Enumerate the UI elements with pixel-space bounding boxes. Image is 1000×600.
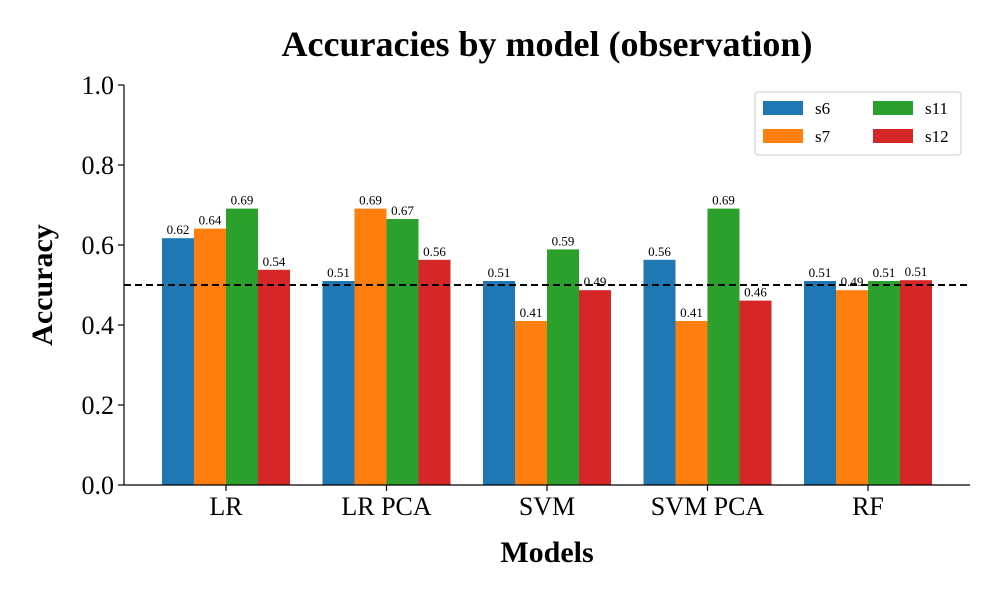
data-label: 0.56 xyxy=(423,244,446,259)
y-tick-label: 1.0 xyxy=(82,71,115,100)
x-tick-label: LR PCA xyxy=(341,492,432,521)
bar-s7-svm-pca xyxy=(675,321,708,485)
data-label: 0.51 xyxy=(488,265,511,280)
data-label: 0.54 xyxy=(263,254,286,269)
bar-s7-lr-pca xyxy=(354,208,387,485)
chart-title: Accuracies by model (observation) xyxy=(282,24,813,64)
data-label: 0.41 xyxy=(520,305,543,320)
legend-label-s11: s11 xyxy=(925,99,948,118)
data-label: 0.51 xyxy=(873,265,896,280)
bar-s7-rf xyxy=(836,290,868,485)
legend-label-s12: s12 xyxy=(925,127,949,146)
bar-s11-lr xyxy=(226,208,258,485)
x-tick-label: LR xyxy=(209,492,243,521)
legend: s6 s7 s11 s12 xyxy=(754,91,962,156)
bar-s12-lr-pca xyxy=(418,259,451,485)
y-tick-label: 0.2 xyxy=(82,391,115,420)
bar-s6-lr-pca xyxy=(322,281,355,485)
bar-s6-lr xyxy=(162,238,194,485)
y-tick-label: 0.4 xyxy=(82,311,115,340)
data-label: 0.56 xyxy=(648,244,671,259)
data-label: 0.51 xyxy=(905,264,928,279)
y-tick-label: 0.0 xyxy=(82,471,115,500)
legend-swatch-s12 xyxy=(873,129,913,143)
data-label: 0.59 xyxy=(552,233,575,248)
legend-swatch-s11 xyxy=(873,101,913,115)
x-axis-label: Models xyxy=(500,536,593,569)
x-tick-label: SVM xyxy=(519,492,575,521)
data-label: 0.64 xyxy=(199,213,222,228)
data-label: 0.49 xyxy=(584,274,607,289)
bars-group xyxy=(162,208,932,485)
x-tick-label: RF xyxy=(852,492,884,521)
bar-s6-svm xyxy=(483,281,515,485)
x-axis-ticks: LR LR PCA SVM SVM PCA RF xyxy=(209,485,884,521)
data-label: 0.69 xyxy=(359,193,382,208)
legend-label-s6: s6 xyxy=(815,99,830,118)
bar-s11-svm-pca xyxy=(707,208,740,485)
bar-s11-svm xyxy=(547,249,579,485)
bar-s6-svm-pca xyxy=(643,259,676,485)
data-label: 0.51 xyxy=(327,265,350,280)
bar-s12-svm-pca xyxy=(739,300,772,485)
y-tick-label: 0.8 xyxy=(82,151,115,180)
data-labels-group: 0.62 0.51 0.51 0.56 0.51 0.64 0.69 0.41 0.41 0.49… xyxy=(167,193,928,320)
bar-s7-svm xyxy=(515,321,547,485)
y-axis-label: Accuracy xyxy=(26,224,59,346)
legend-swatch-s7 xyxy=(763,129,803,143)
bar-s12-svm xyxy=(579,290,611,485)
data-label: 0.62 xyxy=(167,222,190,237)
bar-s12-rf xyxy=(900,280,932,485)
data-label: 0.46 xyxy=(744,285,767,300)
y-axis-ticks: 0.0 0.2 0.4 0.6 0.8 1.0 xyxy=(82,71,124,500)
y-tick-label: 0.6 xyxy=(82,231,115,260)
legend-swatch-s6 xyxy=(763,101,803,115)
data-label: 0.49 xyxy=(841,274,864,289)
data-label: 0.69 xyxy=(231,193,254,208)
bar-s11-rf xyxy=(868,281,900,485)
data-label: 0.67 xyxy=(391,203,414,218)
data-label: 0.69 xyxy=(712,193,735,208)
bar-s11-lr-pca xyxy=(386,219,419,485)
bar-s12-lr xyxy=(258,269,290,485)
x-tick-label: SVM PCA xyxy=(651,492,765,521)
data-label: 0.51 xyxy=(809,265,832,280)
bar-s7-lr xyxy=(194,228,226,485)
legend-label-s7: s7 xyxy=(815,127,831,146)
data-label: 0.41 xyxy=(680,305,703,320)
bar-s6-rf xyxy=(804,281,836,485)
